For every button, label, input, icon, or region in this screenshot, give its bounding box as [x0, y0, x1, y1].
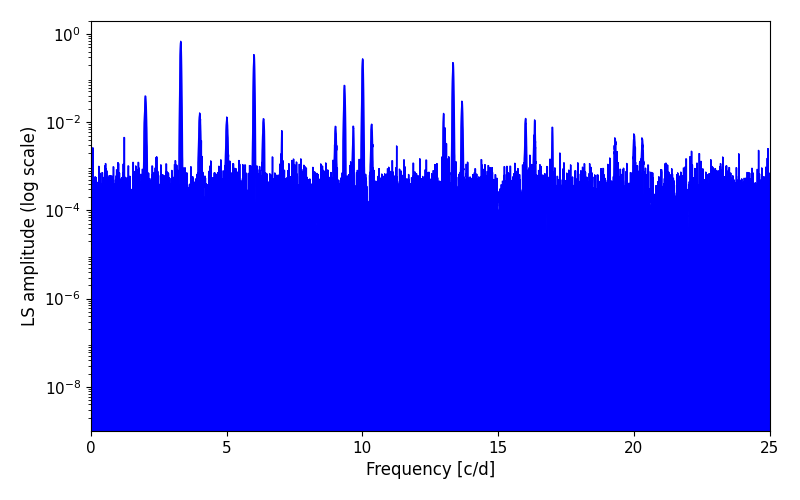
X-axis label: Frequency [c/d]: Frequency [c/d]	[366, 461, 494, 479]
Y-axis label: LS amplitude (log scale): LS amplitude (log scale)	[21, 126, 39, 326]
